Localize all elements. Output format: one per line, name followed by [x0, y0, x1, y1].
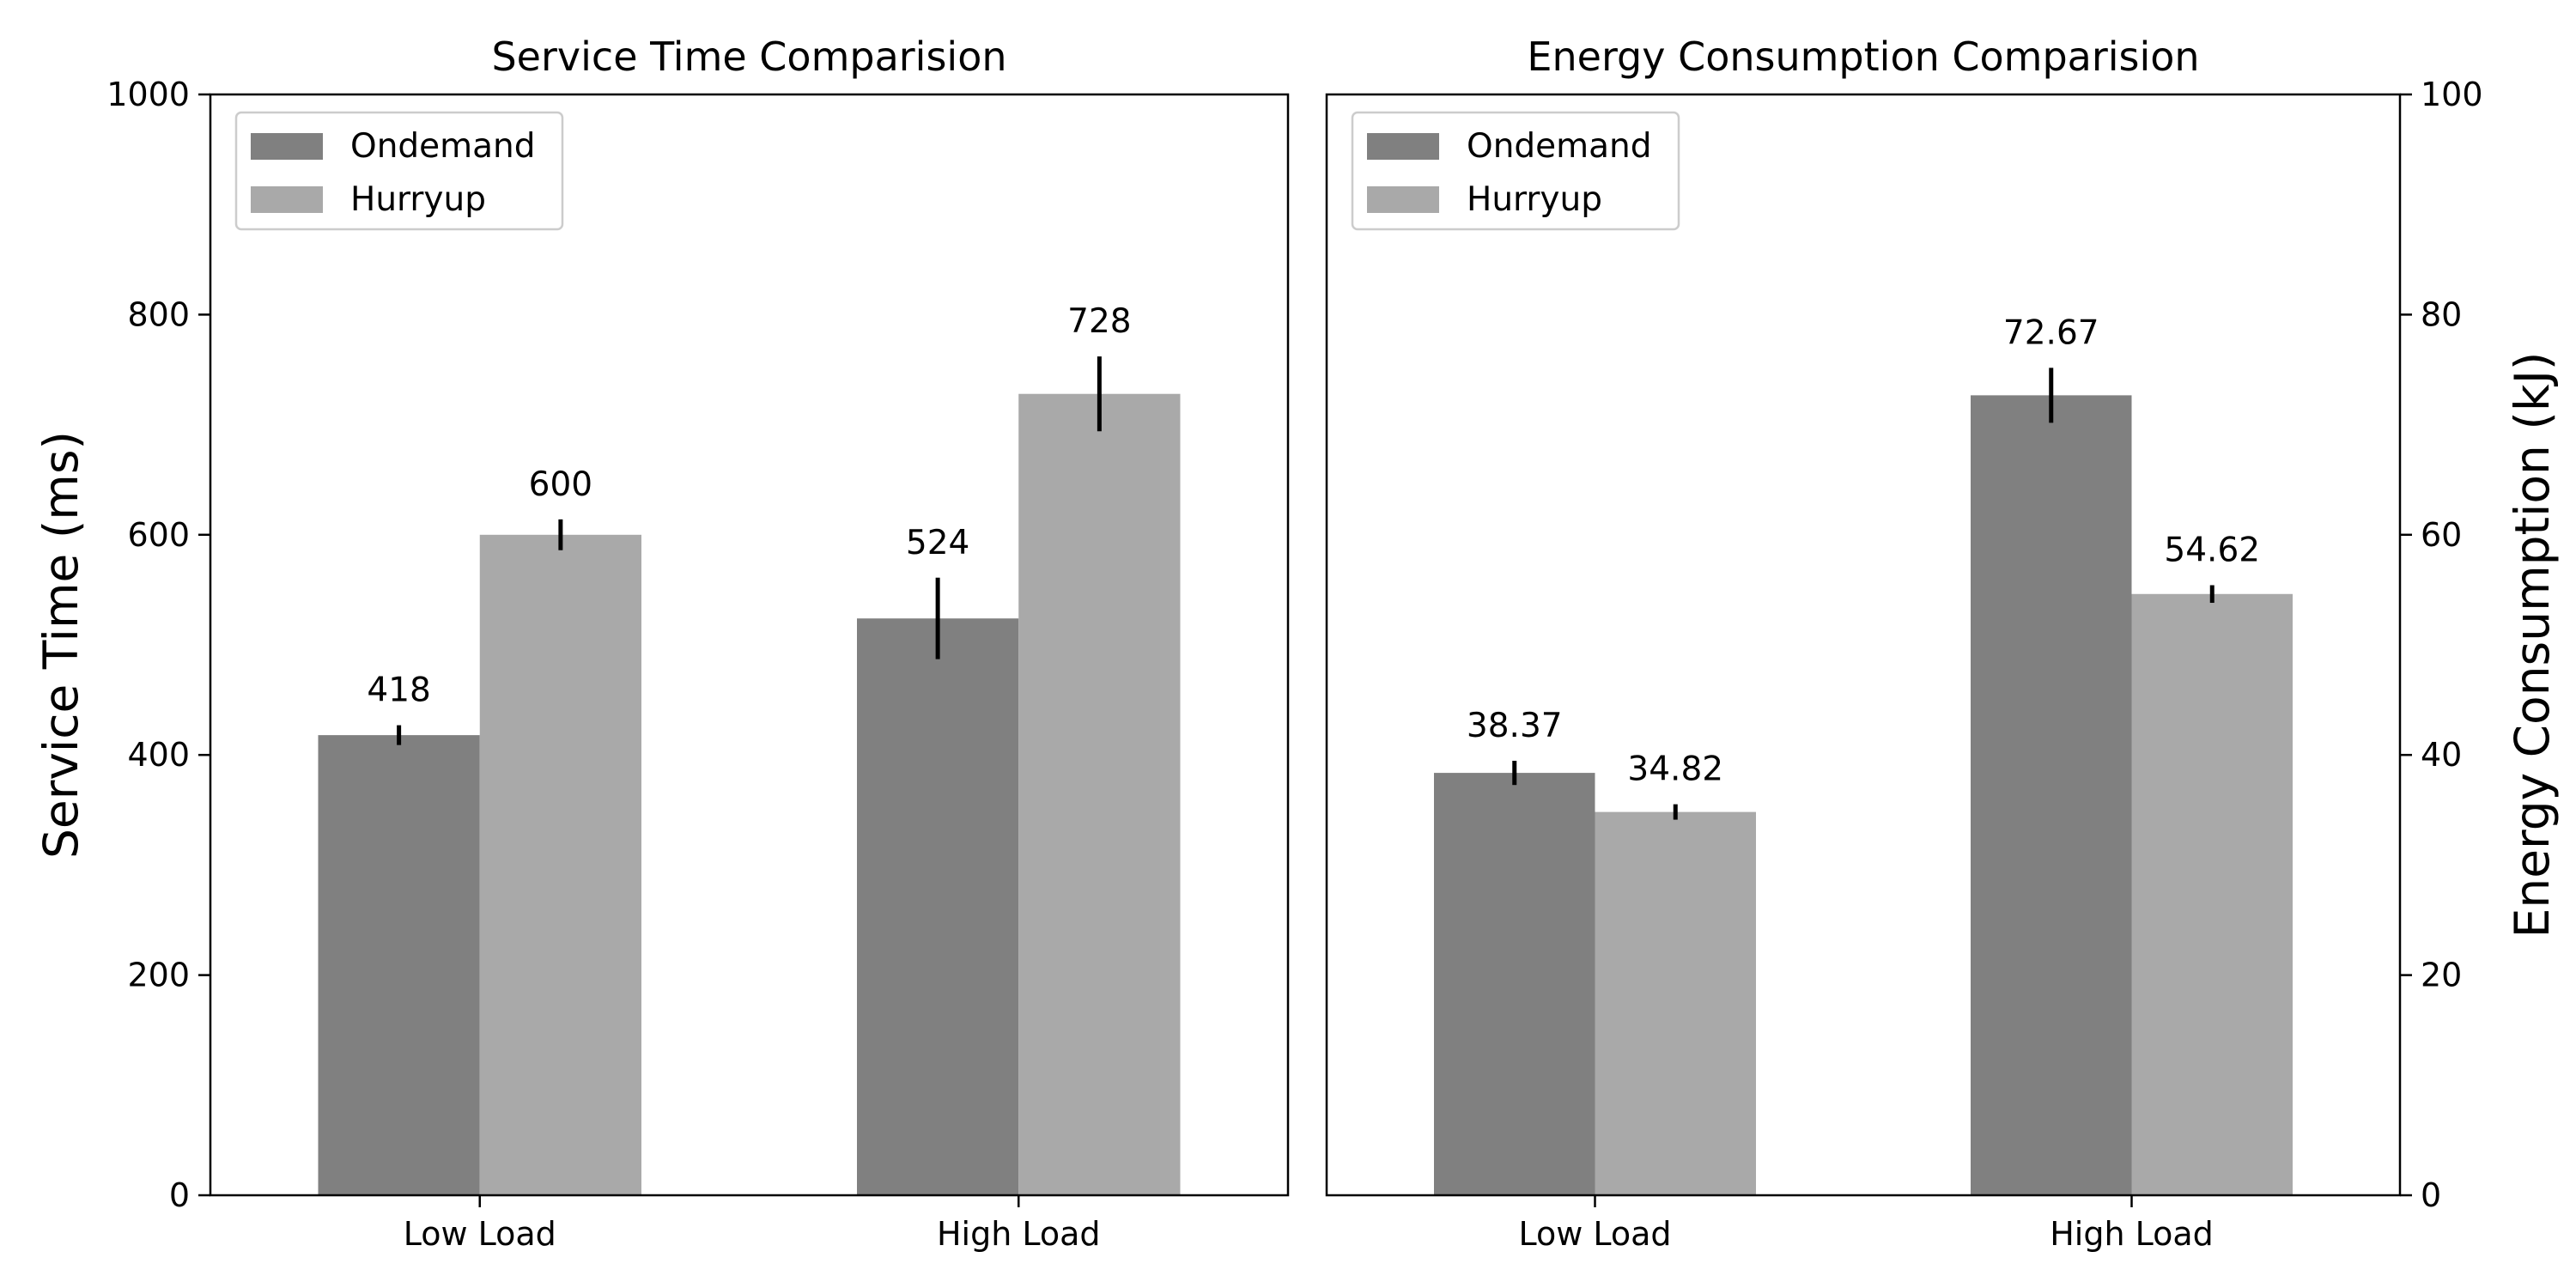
service-time-chart-title: Service Time Comparision: [491, 33, 1006, 80]
energy-bar-hurryup-0: [1595, 811, 1756, 1195]
service-time-legend-label-ondemand: Ondemand: [350, 127, 536, 166]
energy-y-tick-label: 20: [2421, 957, 2462, 994]
service-time-value-label-ondemand-0: 418: [367, 671, 430, 710]
energy-legend: Ondemand Hurryup: [1351, 111, 1680, 231]
energy-value-label-hurryup-0: 34.82: [1627, 750, 1723, 789]
service-time-bar-hurryup-0: [479, 534, 641, 1195]
energy-y-tick-label: 60: [2421, 516, 2462, 554]
energy-chart-title: Energy Consumption Comparision: [1527, 33, 2199, 80]
energy-axes-frame: [1325, 93, 2402, 1197]
service-time-y-tick-label: 400: [127, 736, 190, 774]
energy-y-tick-label: 80: [2421, 295, 2462, 333]
energy-value-label-ondemand-0: 38.37: [1467, 707, 1563, 745]
service-time-bar-hurryup-1: [1018, 393, 1181, 1196]
service-time-y-tick-label: 1000: [106, 76, 190, 113]
energy-consumption-panel: 38.37 72.67 34.82 54.62 0 20 40 60 80 100 Low Load…: [1325, 33, 2560, 1253]
service-time-y-axis-label: Service Time (ms): [33, 431, 88, 859]
energy-y-tick-label: 40: [2421, 736, 2462, 774]
service-time-axes-frame: [209, 93, 1290, 1197]
energy-value-label-hurryup-1: 54.62: [2164, 532, 2260, 570]
service-time-y-tick-label: 200: [127, 957, 190, 994]
service-time-x-tick-label-0: Low Load: [404, 1215, 556, 1253]
service-time-bar-ondemand-0: [318, 735, 480, 1195]
service-time-legend: Ondemand Hurryup: [234, 111, 564, 231]
service-time-legend-swatch-hurryup: [251, 186, 323, 213]
service-time-y-tick-label: 600: [127, 516, 190, 554]
energy-y-tick-label: 100: [2421, 76, 2483, 113]
energy-legend-label-ondemand: Ondemand: [1467, 127, 1652, 166]
energy-x-tick-label-0: Low Load: [1518, 1215, 1671, 1253]
service-time-value-label-hurryup-0: 600: [529, 465, 592, 504]
service-time-bar-ondemand-1: [857, 618, 1019, 1195]
energy-y-axis-label: Energy Consumption (kJ): [2505, 352, 2560, 939]
energy-legend-swatch-ondemand: [1367, 133, 1439, 160]
energy-bar-ondemand-1: [1971, 395, 2132, 1195]
energy-bar-ondemand-0: [1434, 773, 1595, 1195]
service-time-value-label-hurryup-1: 728: [1067, 302, 1131, 341]
energy-legend-label-hurryup: Hurryup: [1467, 180, 1602, 219]
service-time-x-tick-label-1: High Load: [937, 1215, 1101, 1253]
energy-x-tick-label-1: High Load: [2050, 1215, 2214, 1253]
service-time-value-label-ondemand-1: 524: [906, 524, 969, 562]
service-time-legend-label-hurryup: Hurryup: [350, 180, 486, 219]
energy-legend-swatch-hurryup: [1367, 186, 1439, 213]
service-time-y-tick-label: 800: [127, 295, 190, 333]
service-time-y-tick-label: 0: [169, 1176, 190, 1214]
energy-bar-hurryup-1: [2131, 593, 2293, 1195]
service-time-panel: 418 524 600 728 0 200 400 600 800 1000 Low Load Hig…: [33, 33, 1290, 1253]
service-time-legend-swatch-ondemand: [251, 133, 323, 160]
energy-value-label-ondemand-1: 72.67: [2003, 313, 2099, 352]
energy-y-tick-label: 0: [2421, 1176, 2441, 1214]
